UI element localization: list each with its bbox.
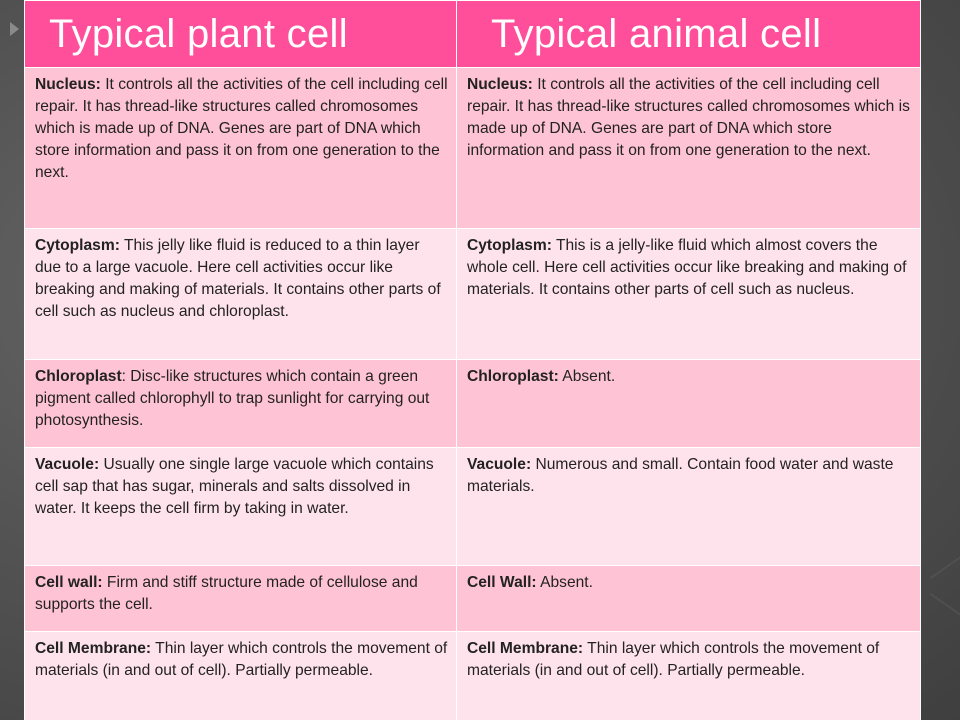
term-label: Nucleus: [35,76,101,93]
plant-cell-heading: Typical plant cell [24,0,457,68]
description-text: Firm and stiff structure made of cellulo… [35,574,418,613]
plant-animal-cell-comparison-table: Typical plant cell Typical animal cell N… [24,0,921,720]
animal-chloroplast-cell: Chloroplast: Absent. [456,359,921,448]
description-text: It controls all the activities of the ce… [467,76,910,159]
term-label: Cell Wall: [467,574,537,591]
animal-vacuole-cell: Vacuole: Numerous and small. Contain foo… [456,447,921,566]
comparison-table-container: Typical plant cell Typical animal cell N… [24,0,921,720]
description-text: This jelly like fluid is reduced to a th… [35,237,441,320]
animal-cell-heading: Typical animal cell [456,0,921,68]
description-text: Usually one single large vacuole which c… [35,456,434,517]
description-text: Thin layer which controls the movement o… [467,640,880,679]
description-text: This is a jelly-like fluid which almost … [467,237,907,298]
table-header-row: Typical plant cell Typical animal cell [24,0,921,68]
plant-cytoplasm-cell: Cytoplasm: This jelly like fluid is redu… [24,228,457,360]
table-row-cytoplasm: Cytoplasm: This jelly like fluid is redu… [24,228,921,360]
plant-nucleus-cell: Nucleus: It controls all the activities … [24,67,457,229]
table-row-cell-membrane: Cell Membrane: Thin layer which controls… [24,631,921,720]
table-row-chloroplast: Chloroplast: Disc-like structures which … [24,359,921,448]
term-label: Cytoplasm: [467,237,552,254]
slide-bullet-arrow-icon [10,22,19,36]
table-row-cell-wall: Cell wall: Firm and stiff structure made… [24,565,921,632]
term-label: Vacuole: [467,456,532,473]
description-text: Absent. [558,368,616,385]
description-text: Absent. [536,574,593,591]
plant-cell-membrane-cell: Cell Membrane: Thin layer which controls… [24,631,457,720]
description-text: Thin layer which controls the movement o… [35,640,448,679]
term-label: Chloroplast: [467,368,559,385]
term-label: Nucleus: [467,76,533,93]
table-row-nucleus: Nucleus: It controls all the activities … [24,67,921,229]
term-label: Cytoplasm: [35,237,120,254]
table-row-vacuole: Vacuole: Usually one single large vacuol… [24,447,921,566]
term-label: Vacuole: [35,456,100,473]
description-text: Numerous and small. Contain food water a… [467,456,894,495]
animal-cell-membrane-cell: Cell Membrane: Thin layer which controls… [456,631,921,720]
term-label: Cell Membrane: [467,640,584,657]
animal-nucleus-cell: Nucleus: It controls all the activities … [456,67,921,229]
term-label: Chloroplast [35,368,122,385]
description-text: It controls all the activities of the ce… [35,76,448,181]
plant-chloroplast-cell: Chloroplast: Disc-like structures which … [24,359,457,448]
animal-cell-wall-cell: Cell Wall: Absent. [456,565,921,632]
plant-vacuole-cell: Vacuole: Usually one single large vacuol… [24,447,457,566]
term-label: Cell wall: [35,574,103,591]
description-text: : Disc-like structures which contain a g… [35,368,430,429]
plant-cell-wall-cell: Cell wall: Firm and stiff structure made… [24,565,457,632]
animal-cytoplasm-cell: Cytoplasm: This is a jelly-like fluid wh… [456,228,921,360]
term-label: Cell Membrane: [35,640,152,657]
background-decor-line [929,592,960,630]
background-decor-line [929,542,960,580]
